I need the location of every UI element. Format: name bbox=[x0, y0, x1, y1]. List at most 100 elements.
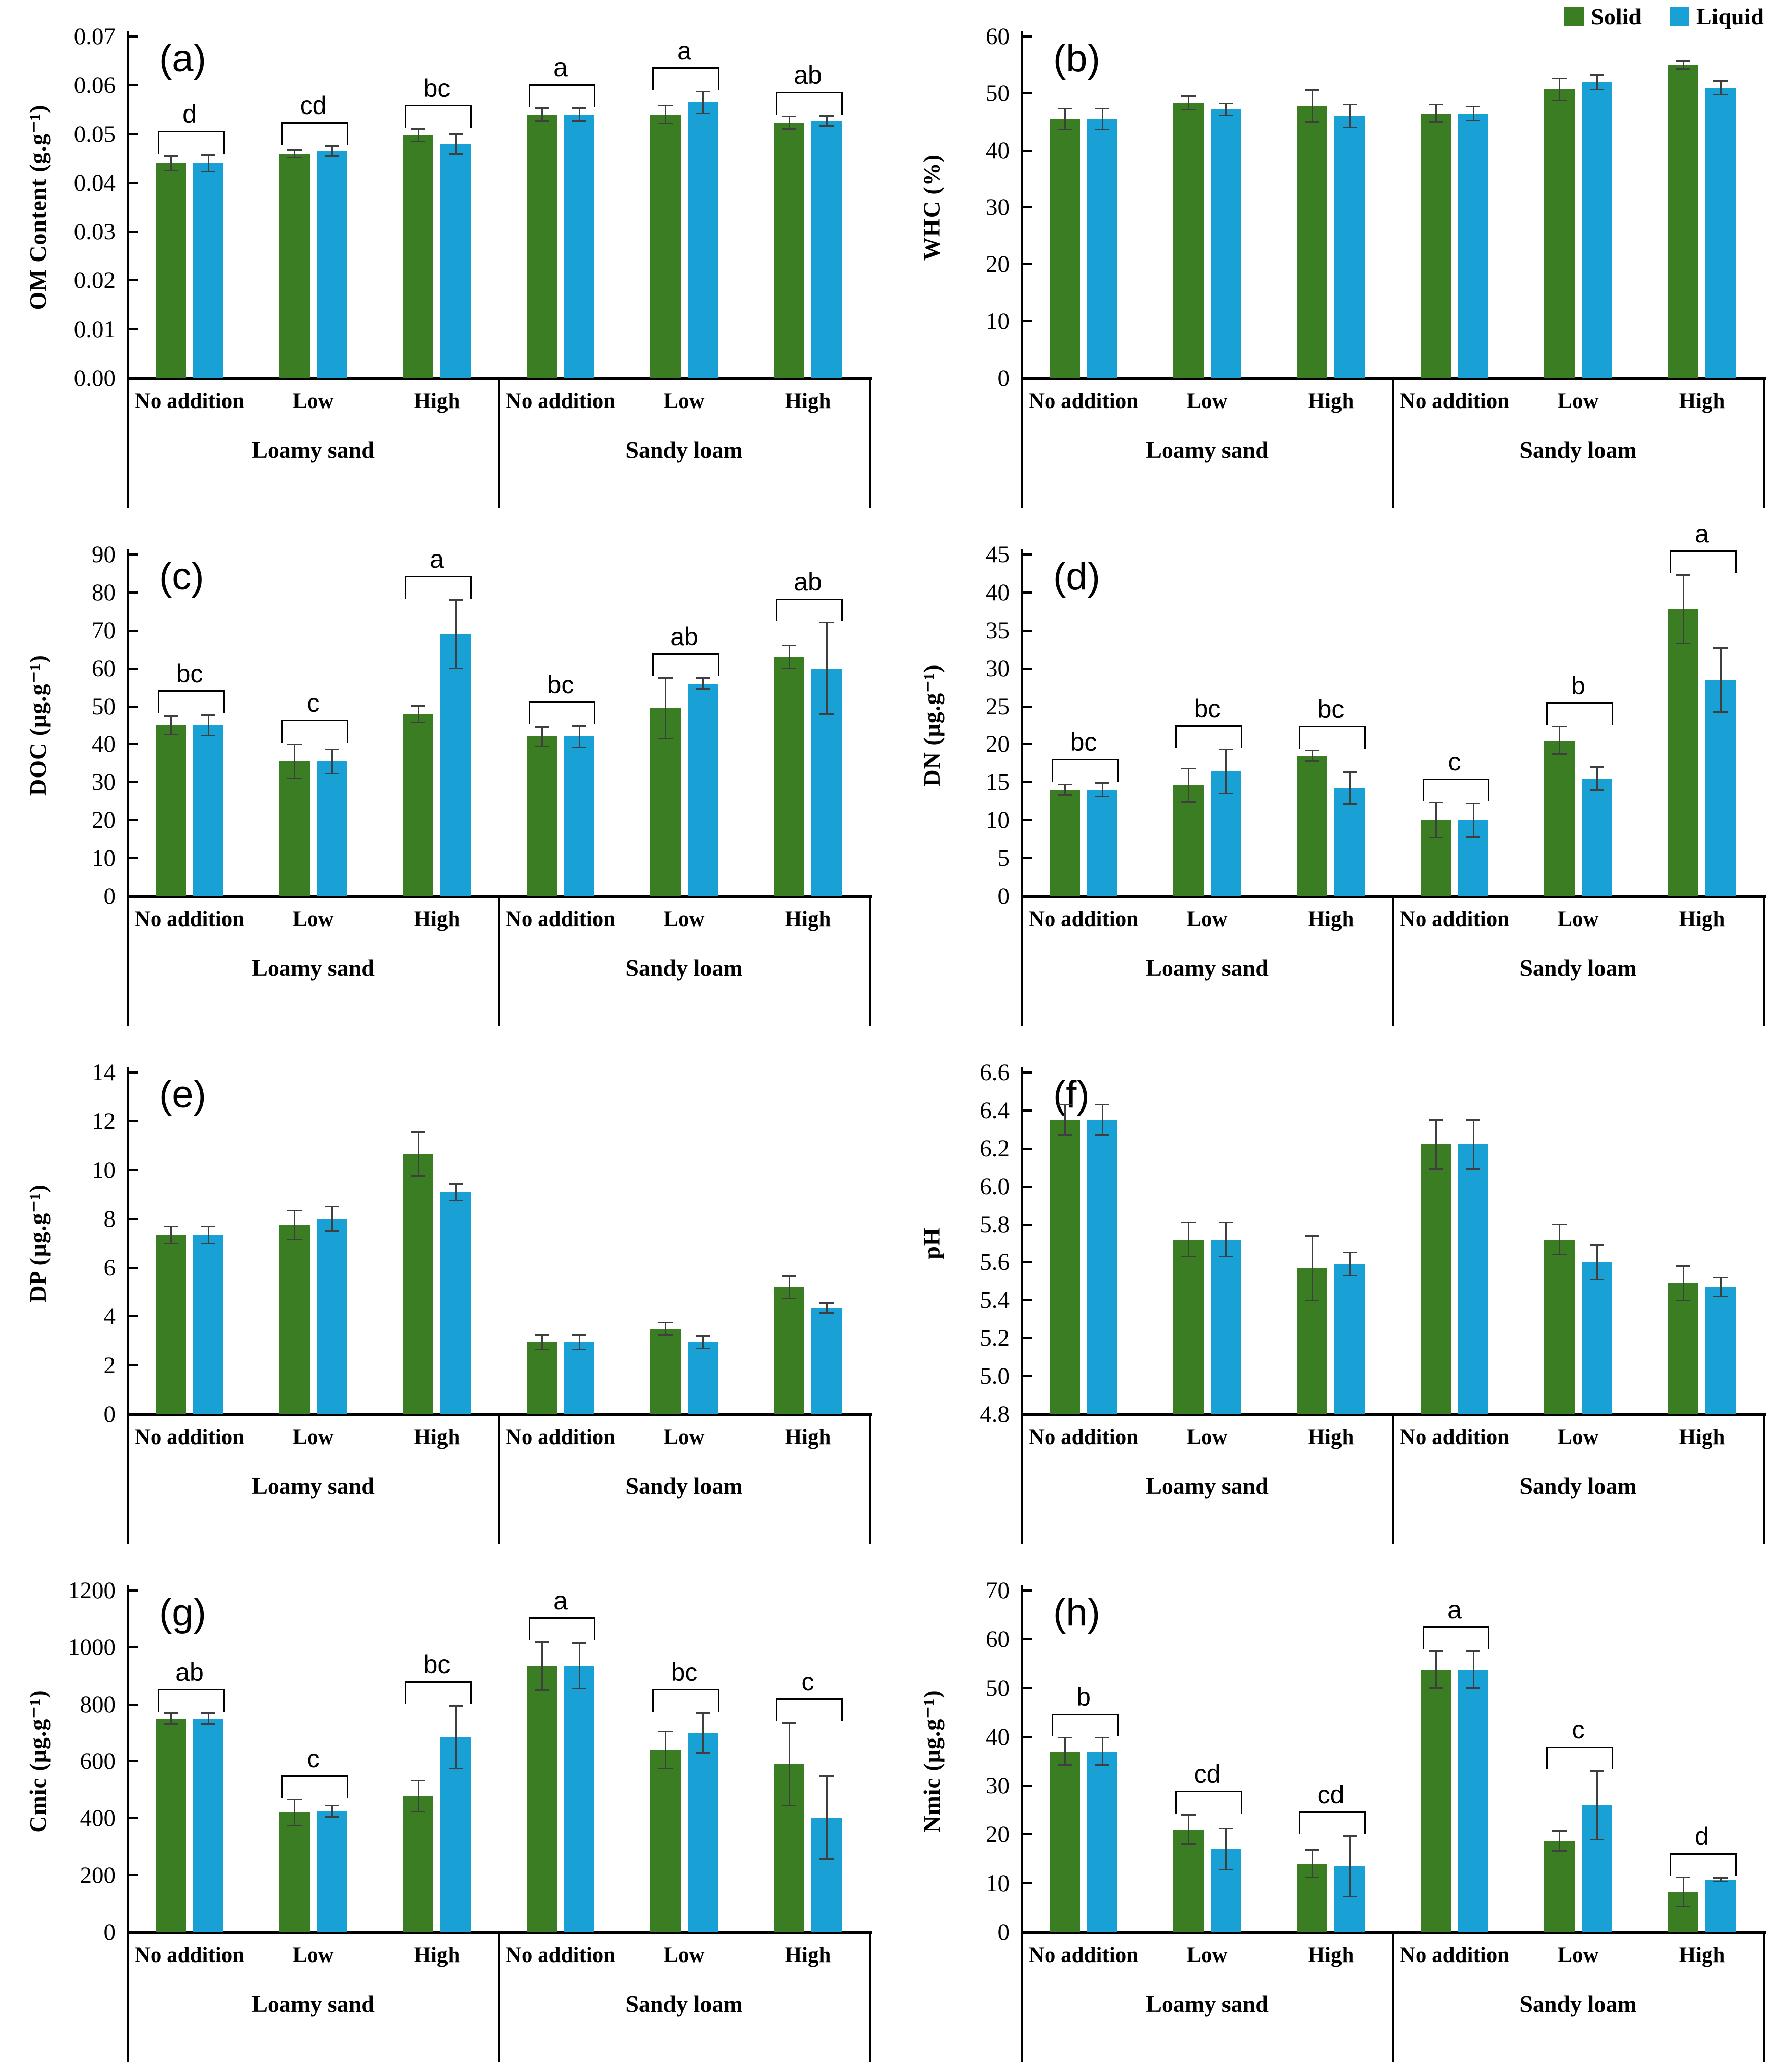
error-bar-cap-top bbox=[449, 1182, 463, 1185]
solid-bar bbox=[774, 657, 804, 896]
error-bar-cap-top bbox=[782, 116, 796, 118]
error-bar-cap-bottom bbox=[1429, 1687, 1443, 1689]
significance-letter: a bbox=[553, 1586, 568, 1615]
y-tick-label: 50 bbox=[92, 693, 116, 720]
y-tick bbox=[128, 629, 138, 632]
significance-bracket bbox=[776, 1698, 843, 1722]
category-separator-1 bbox=[1392, 1414, 1394, 1544]
solid-bar bbox=[403, 714, 433, 896]
error-bar-cap-top bbox=[1219, 103, 1233, 105]
error-bar-cap-bottom bbox=[1219, 1255, 1233, 1257]
solid-bar bbox=[1173, 1829, 1204, 1932]
legend-item-solid: Solid bbox=[1564, 3, 1642, 30]
y-tick-label: 14 bbox=[92, 1059, 116, 1086]
y-tick bbox=[128, 1071, 138, 1074]
liquid-bar bbox=[1705, 1287, 1736, 1414]
error-bar-cap-bottom bbox=[1058, 128, 1072, 130]
error-bar-cap-bottom bbox=[325, 1230, 339, 1232]
significance-letter: d bbox=[182, 99, 197, 128]
y-tick bbox=[1022, 1735, 1032, 1738]
error-bar-cap-bottom bbox=[782, 128, 796, 130]
y-tick-label: 30 bbox=[986, 655, 1010, 682]
error-bar bbox=[1720, 81, 1722, 95]
error-bar-cap-bottom bbox=[820, 1858, 834, 1860]
error-bar-cap-top bbox=[1590, 766, 1604, 768]
significance-bracket bbox=[281, 122, 348, 145]
y-tick-label: 0.02 bbox=[73, 267, 116, 294]
error-bar bbox=[1472, 106, 1474, 121]
error-bar bbox=[170, 1226, 172, 1243]
category-separator-1 bbox=[498, 1414, 500, 1544]
error-bar-cap-top bbox=[535, 726, 549, 728]
error-bar bbox=[1225, 1828, 1227, 1870]
error-bar-cap-bottom bbox=[1466, 1687, 1480, 1689]
error-bar bbox=[1682, 61, 1684, 69]
solid-bar bbox=[403, 1796, 433, 1932]
error-bar-cap-top bbox=[1181, 95, 1196, 97]
error-bar-cap-bottom bbox=[1343, 1275, 1357, 1277]
y-tick-label: 0.03 bbox=[73, 218, 116, 245]
error-bar bbox=[207, 155, 209, 172]
significance-letter: a bbox=[677, 36, 691, 65]
error-bar bbox=[1225, 103, 1227, 115]
y-tick bbox=[128, 857, 138, 860]
y-axis-title: WHC (%) bbox=[918, 154, 945, 261]
y-axis bbox=[1021, 1067, 1023, 1414]
significance-bracket bbox=[158, 130, 225, 154]
y-tick-label: 40 bbox=[986, 1723, 1010, 1750]
y-tick-label: 60 bbox=[986, 23, 1010, 50]
solid-bar bbox=[1421, 113, 1451, 378]
significance-bracket bbox=[1546, 1747, 1613, 1770]
y-tick-label: 60 bbox=[986, 1626, 1010, 1653]
liquid-bar bbox=[1087, 1120, 1118, 1414]
y-tick bbox=[128, 781, 138, 784]
error-bar-cap-bottom bbox=[1219, 793, 1233, 795]
y-tick-label: 0.06 bbox=[73, 72, 116, 99]
treatment-label: No addition bbox=[134, 907, 245, 931]
liquid-bar bbox=[193, 1235, 224, 1414]
error-bar-cap-top bbox=[1095, 1104, 1109, 1106]
solid-bar bbox=[1421, 1669, 1451, 1932]
error-bar-cap-bottom bbox=[201, 1723, 215, 1725]
panel-label: (a) bbox=[159, 37, 206, 80]
error-bar-cap-bottom bbox=[201, 1242, 215, 1244]
solid-bar bbox=[156, 1718, 186, 1932]
solid-bar bbox=[403, 135, 433, 378]
y-tick bbox=[1022, 1413, 1032, 1415]
error-bar-cap-top bbox=[658, 105, 673, 107]
error-bar-cap-top bbox=[1552, 726, 1567, 728]
treatment-label: No addition bbox=[134, 1425, 245, 1449]
error-bar-cap-bottom bbox=[1590, 1838, 1604, 1840]
legend-item-liquid-label: Liquid bbox=[1696, 4, 1764, 29]
y-tick bbox=[1022, 1589, 1032, 1592]
error-bar bbox=[293, 1799, 295, 1826]
error-bar-cap-bottom bbox=[1466, 119, 1480, 121]
y-tick bbox=[1022, 1337, 1032, 1340]
category-separator-2 bbox=[869, 1414, 871, 1544]
error-bar bbox=[1349, 772, 1351, 804]
y-tick-label: 10 bbox=[986, 1870, 1010, 1897]
significance-letter: ab bbox=[670, 622, 698, 651]
error-bar-cap-bottom bbox=[201, 735, 215, 737]
error-bar bbox=[417, 1780, 419, 1812]
solid-bar bbox=[1050, 1120, 1080, 1414]
error-bar-cap-top bbox=[1305, 89, 1319, 91]
group-label: Sandy loam bbox=[1519, 437, 1637, 463]
y-tick bbox=[128, 279, 138, 282]
y-tick bbox=[128, 1874, 138, 1876]
y-axis bbox=[1021, 1585, 1023, 1932]
treatment-label: High bbox=[785, 389, 831, 413]
error-bar bbox=[170, 1713, 172, 1724]
significance-bracket bbox=[405, 575, 472, 599]
y-tick bbox=[128, 377, 138, 379]
error-bar bbox=[1064, 108, 1066, 130]
liquid-bar bbox=[688, 102, 718, 378]
significance-letter: a bbox=[1695, 520, 1709, 548]
y-tick bbox=[1022, 1261, 1032, 1264]
significance-letter: c bbox=[1572, 1716, 1585, 1745]
error-bar bbox=[826, 116, 828, 126]
legend: Solid Liquid bbox=[1564, 3, 1764, 30]
error-bar-cap-top bbox=[1466, 1119, 1480, 1121]
error-bar-cap-bottom bbox=[658, 1767, 673, 1769]
error-bar-cap-top bbox=[535, 107, 549, 109]
